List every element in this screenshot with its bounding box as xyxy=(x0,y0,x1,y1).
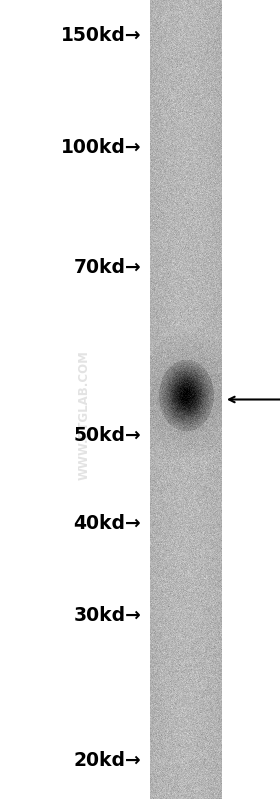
Text: WWW.PTGLAB.COM: WWW.PTGLAB.COM xyxy=(78,351,90,480)
Text: 100kd→: 100kd→ xyxy=(61,138,141,157)
Text: 50kd→: 50kd→ xyxy=(74,426,141,445)
Text: 150kd→: 150kd→ xyxy=(61,26,141,46)
Text: 70kd→: 70kd→ xyxy=(74,258,141,277)
Text: 20kd→: 20kd→ xyxy=(74,751,141,770)
Text: 40kd→: 40kd→ xyxy=(74,514,141,533)
Text: 30kd→: 30kd→ xyxy=(74,606,141,625)
